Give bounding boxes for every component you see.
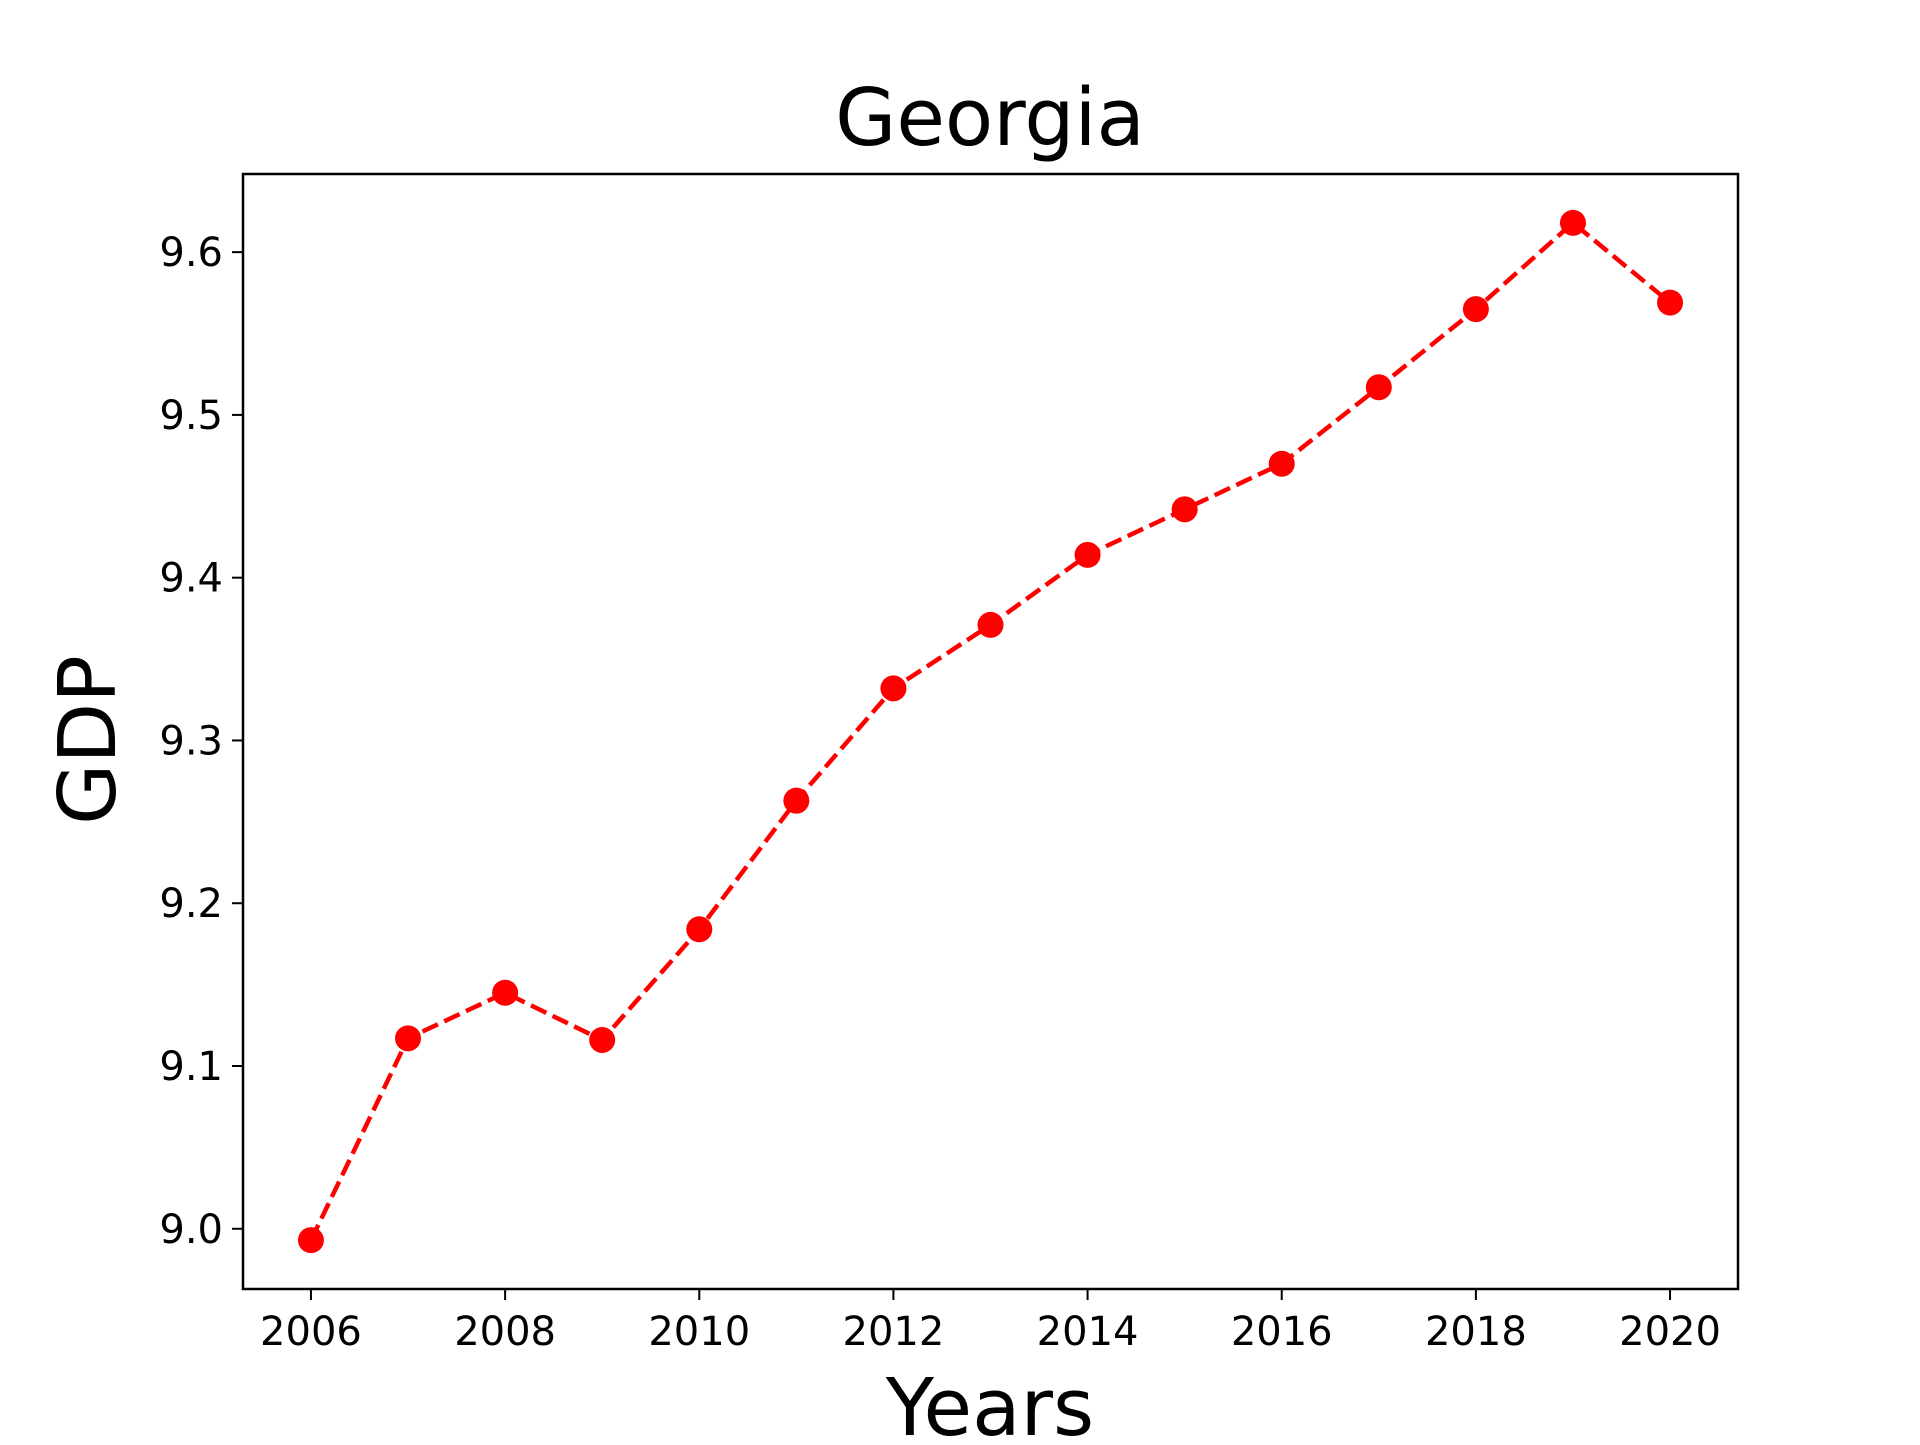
chart-title: Georgia [835,72,1145,164]
x-tick-label: 2020 [1619,1309,1721,1355]
data-point [1074,541,1101,568]
plot-area-frame [241,172,1740,1291]
data-point [1171,496,1198,523]
x-tick-label: 2008 [454,1309,556,1355]
y-tick-label: 9.2 [159,881,223,927]
x-tick-label: 2016 [1231,1309,1333,1355]
data-point [395,1025,422,1052]
series-layer [297,209,1684,1254]
data-point [492,979,519,1006]
x-axis-label: Years [885,1362,1094,1440]
y-tick-label: 9.0 [159,1207,223,1253]
data-point [1559,209,1586,236]
data-point [297,1227,324,1254]
y-tick-label: 9.6 [159,230,223,276]
y-tick-label: 9.5 [159,393,223,439]
data-point [1365,374,1392,401]
y-tick-label: 9.1 [159,1044,223,1090]
data-point [977,611,1004,638]
x-tick-label: 2010 [648,1309,750,1355]
data-point [880,675,907,702]
x-tick-label: 2012 [843,1309,945,1355]
x-tick-label: 2018 [1425,1309,1527,1355]
y-tick-label: 9.3 [159,718,223,764]
data-point [686,916,713,943]
data-point [1462,296,1489,323]
x-tick-label: 2014 [1037,1309,1139,1355]
data-point [783,787,810,814]
x-tick-label: 2006 [260,1309,362,1355]
y-tick-label: 9.4 [159,556,223,602]
data-point [1657,289,1684,316]
data-point [589,1026,616,1053]
y-axis-label: GDP [42,655,134,825]
data-point [1268,450,1295,477]
y-axis-ticks: 9.0 9.1 9.2 9.3 9.4 9.5 9.6 [159,230,243,1253]
x-axis-ticks: 2006 2008 2010 2012 2014 2016 2018 2020 [260,1289,1721,1355]
